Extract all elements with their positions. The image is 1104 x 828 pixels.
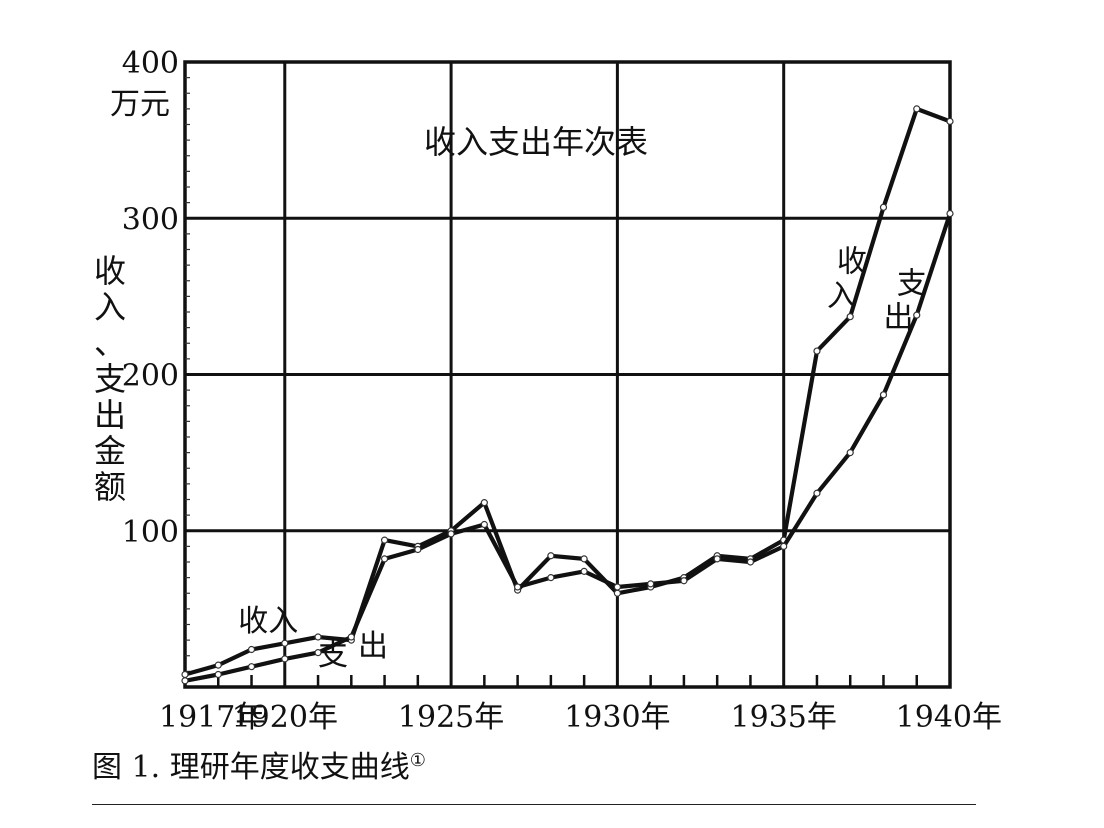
data-point	[214, 670, 222, 679]
y-axis-title-char: 入	[94, 288, 126, 326]
y-axis-title-char: 出	[94, 396, 126, 434]
series-annotation: 出	[883, 301, 913, 336]
y-axis-title-char: 收	[94, 252, 126, 290]
x-tick-label: 1940年	[896, 700, 1002, 735]
y-tick-label: 200	[122, 359, 179, 394]
data-point	[514, 583, 522, 591]
data-point	[813, 347, 821, 355]
data-point	[314, 633, 322, 641]
data-point	[314, 649, 322, 657]
x-tick-label: 1925年	[398, 700, 504, 735]
data-point	[447, 530, 455, 538]
data-point	[846, 313, 854, 321]
data-point	[780, 542, 788, 550]
data-point	[680, 577, 688, 585]
data-point	[746, 558, 755, 566]
data-point	[247, 645, 256, 654]
y-axis-title-char: 、	[94, 324, 126, 362]
data-point	[946, 117, 954, 125]
data-point	[913, 311, 921, 319]
y-tick-label: 400	[122, 46, 179, 81]
chart-title: 收入支出年次表	[424, 123, 648, 161]
data-point	[480, 520, 488, 529]
data-point	[580, 555, 588, 563]
data-point	[913, 105, 921, 113]
figure-caption-title: 理研年度收支曲线	[169, 750, 410, 785]
series-annotation: 支	[897, 266, 927, 301]
x-tick-label: 1920年	[232, 700, 338, 735]
series-annotation: 收	[837, 244, 867, 279]
series-line-expense	[182, 211, 953, 683]
data-point	[214, 661, 222, 669]
figure-caption-footnote: ①	[409, 750, 426, 771]
data-point	[547, 552, 555, 560]
data-point	[281, 639, 289, 647]
series-layer	[181, 105, 954, 685]
plot-frame	[183, 60, 952, 689]
data-point	[613, 589, 621, 597]
data-point	[846, 449, 854, 457]
series-line-income	[182, 106, 953, 677]
series-annotation: 收入	[238, 604, 298, 639]
data-point	[879, 203, 888, 211]
series-annotation: 支	[318, 638, 348, 673]
data-point	[181, 677, 189, 685]
figure-caption-prefix: 图 1.	[92, 750, 161, 785]
series-annotation: 入	[827, 279, 857, 314]
data-point	[347, 633, 355, 641]
data-point	[613, 583, 621, 591]
data-point	[547, 574, 555, 582]
x-tick-label: 1930年	[564, 700, 670, 735]
figure-caption: 图 1. 理研年度收支曲线①	[92, 752, 426, 783]
caption-divider	[92, 804, 976, 805]
data-point	[281, 655, 289, 663]
data-point	[879, 391, 888, 399]
y-tick-label: 300	[122, 202, 179, 237]
data-point	[647, 580, 655, 588]
data-point	[713, 555, 721, 563]
data-point	[813, 489, 821, 497]
data-point	[946, 209, 954, 218]
y-axis-title-char: 支	[94, 360, 126, 398]
y-tick-label: 100	[122, 515, 179, 550]
y-unit-label: 万元	[110, 87, 170, 122]
x-tick-label: 1935年	[731, 700, 837, 735]
data-point	[380, 555, 389, 563]
data-point	[380, 536, 389, 544]
data-point	[580, 567, 588, 575]
data-point	[181, 670, 189, 679]
x-tick-label: 1917年	[159, 700, 265, 735]
series-annotation: 出	[358, 629, 388, 664]
y-axis-title-char: 额	[94, 468, 126, 506]
data-point	[247, 663, 256, 671]
data-point	[414, 545, 422, 554]
y-axis-title-char: 金	[94, 432, 126, 470]
data-point	[480, 499, 488, 507]
